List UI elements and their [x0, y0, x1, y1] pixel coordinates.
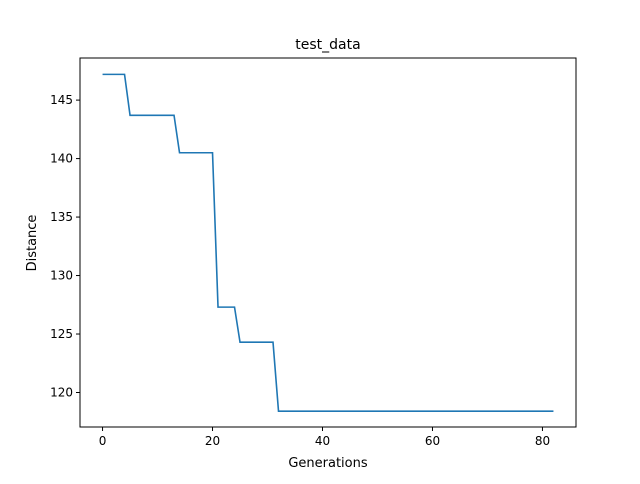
- chart-title: test_data: [295, 37, 360, 53]
- y-tick-label: 130: [50, 269, 73, 283]
- x-axis-label: Generations: [288, 456, 368, 471]
- x-tick-label: 0: [99, 434, 107, 448]
- y-tick-label: 145: [50, 93, 73, 107]
- y-tick-label: 120: [50, 385, 73, 399]
- y-tick-label: 135: [50, 210, 73, 224]
- y-axis-label: Distance: [25, 215, 40, 272]
- y-tick-label: 140: [50, 152, 73, 166]
- x-tick-label: 80: [535, 434, 550, 448]
- x-tick-label: 40: [315, 434, 330, 448]
- x-tick-label: 20: [205, 434, 220, 448]
- x-tick-label: 60: [425, 434, 440, 448]
- y-tick-label: 125: [50, 327, 73, 341]
